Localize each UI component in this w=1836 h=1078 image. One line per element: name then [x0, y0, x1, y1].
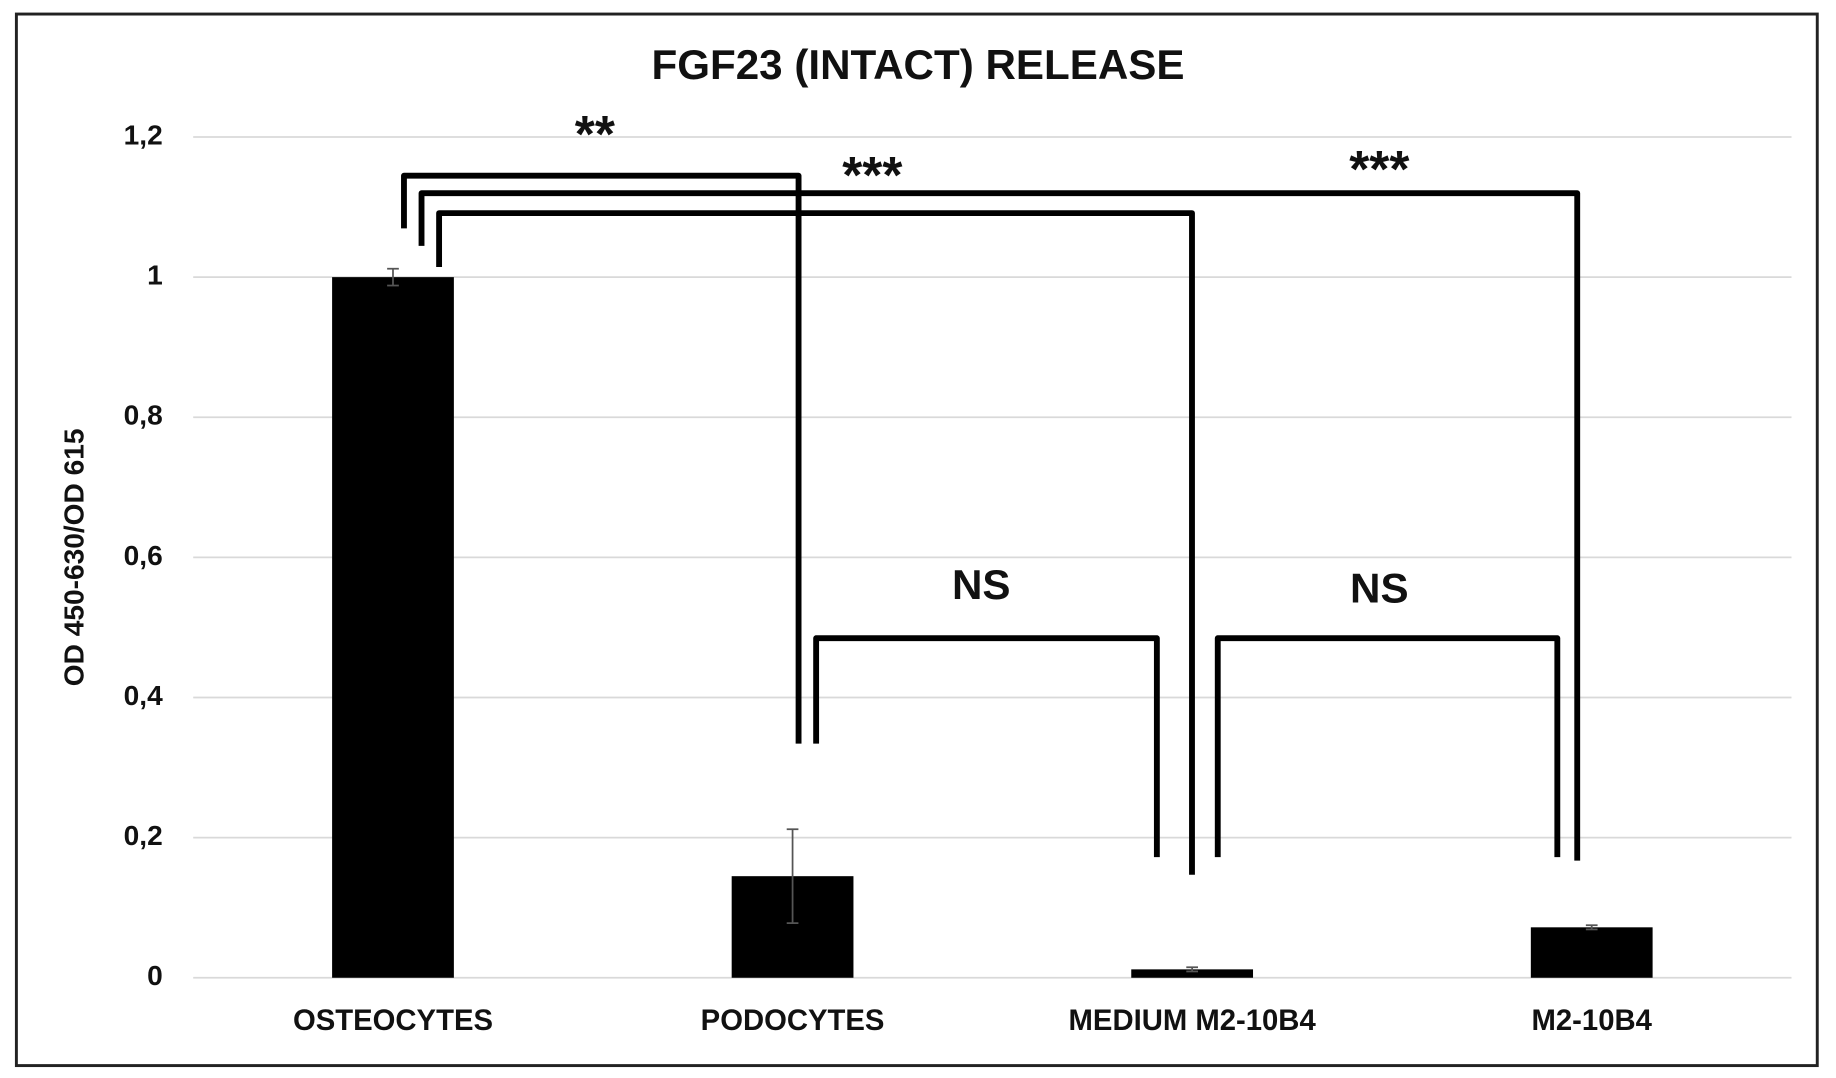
frame: [14, 12, 1819, 1068]
plot-area: 0 0,2 0,4 0,6 0,8 1 1,2 OSTEOCYTES PODOCYTES MEDI…: [124, 119, 1792, 1037]
x-tick-label: PODOCYTES: [701, 1005, 885, 1037]
bracket: [401, 172, 802, 744]
error-bar: [1186, 966, 1198, 973]
x-tick-label: M2-10B4: [1532, 1005, 1653, 1037]
x-tick-label: OSTEOCYTES: [293, 1005, 493, 1037]
bracket: [418, 190, 1581, 861]
y-tick-label: 0,2: [124, 820, 163, 851]
y-tick-label: 1: [147, 260, 163, 291]
error-bar: [1585, 924, 1598, 931]
bar: [1131, 969, 1254, 978]
bracket: [436, 210, 1195, 875]
significance-label: NS: [952, 561, 1011, 608]
significance-label: ***: [842, 146, 902, 204]
error-bar: [786, 828, 799, 924]
y-tick-label: 0,4: [124, 680, 163, 711]
y-axis-label: OD 450-630/OD 615: [59, 429, 90, 687]
bar: [332, 277, 454, 978]
x-tick-label: MEDIUM M2-10B4: [1069, 1005, 1317, 1037]
y-tick-label: 0,6: [124, 540, 163, 571]
significance-brackets: [401, 172, 1581, 875]
bar: [1530, 927, 1653, 978]
error-bar: [387, 267, 399, 287]
y-tick-label: 0: [147, 960, 163, 991]
y-tick-label: 0,8: [124, 400, 163, 431]
bracket: [813, 635, 1160, 858]
significance-label: **: [575, 105, 615, 163]
chart-title: FGF23 (INTACT) RELEASE: [651, 41, 1184, 88]
y-tick-label: 1,2: [124, 119, 163, 150]
significance-label: ***: [1349, 140, 1409, 198]
significance-label: NS: [1350, 564, 1409, 611]
bracket: [1214, 635, 1561, 858]
